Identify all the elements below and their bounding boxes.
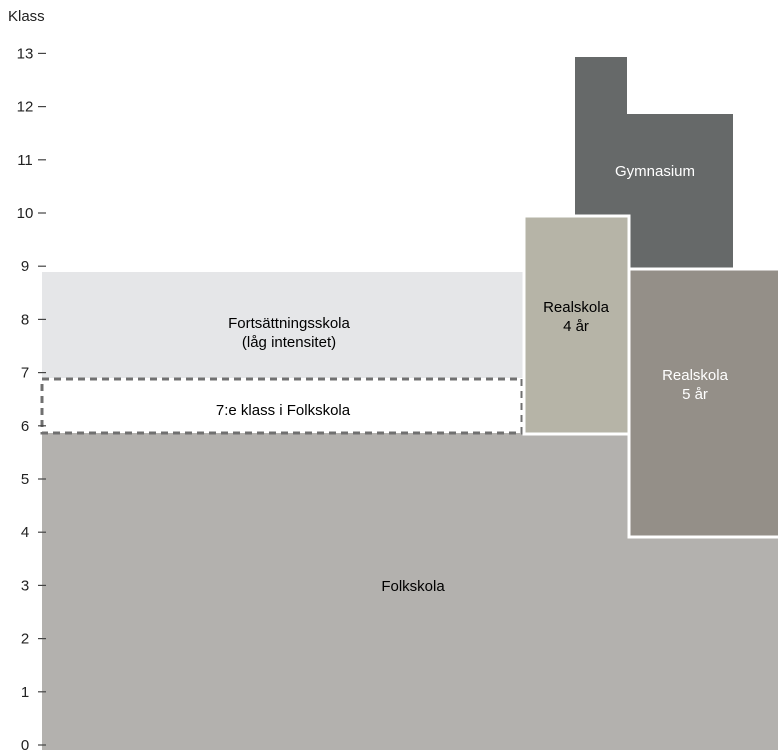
y-tick-label: 0 — [21, 737, 29, 754]
y-tick-label: 1 — [21, 684, 29, 701]
fortsattningsskola-label-line1: Fortsättningsskola — [228, 315, 350, 332]
y-tick-label: 12 — [17, 99, 34, 116]
folkskola-block — [42, 433, 778, 750]
y-tick-label: 3 — [21, 577, 29, 594]
realskola-4-label-line2: 4 år — [563, 318, 589, 335]
sjunde-klass-dashed-box — [40, 377, 524, 435]
realskola-5-label-line1: Realskola — [662, 367, 729, 384]
y-tick-label: 10 — [17, 205, 34, 222]
y-tick-label: 9 — [21, 258, 29, 275]
realskola-5-block — [627, 267, 778, 539]
y-tick-label: 7 — [21, 365, 29, 382]
realskola-4-block — [522, 214, 631, 436]
folkskola-label: Folkskola — [381, 578, 445, 595]
y-tick-label: 4 — [21, 524, 29, 541]
fortsattningsskola-label-line2: (låg intensitet) — [242, 334, 336, 351]
y-tick-label: 6 — [21, 418, 29, 435]
realskola-5-label-line2: 5 år — [682, 386, 708, 403]
y-tick-label: 11 — [17, 152, 33, 169]
gymnasium-label: Gymnasium — [615, 163, 695, 180]
y-tick-label: 2 — [21, 631, 29, 648]
realskola-4-label-line1: Realskola — [543, 299, 610, 316]
y-tick-label: 5 — [21, 471, 29, 488]
y-tick-label: 13 — [17, 45, 34, 62]
fortsattningsskola-block — [42, 272, 524, 378]
sjunde-klass-label: 7:e klass i Folkskola — [216, 402, 351, 419]
y-axis-title: Klass — [8, 8, 45, 25]
y-tick-label: 8 — [21, 311, 29, 328]
